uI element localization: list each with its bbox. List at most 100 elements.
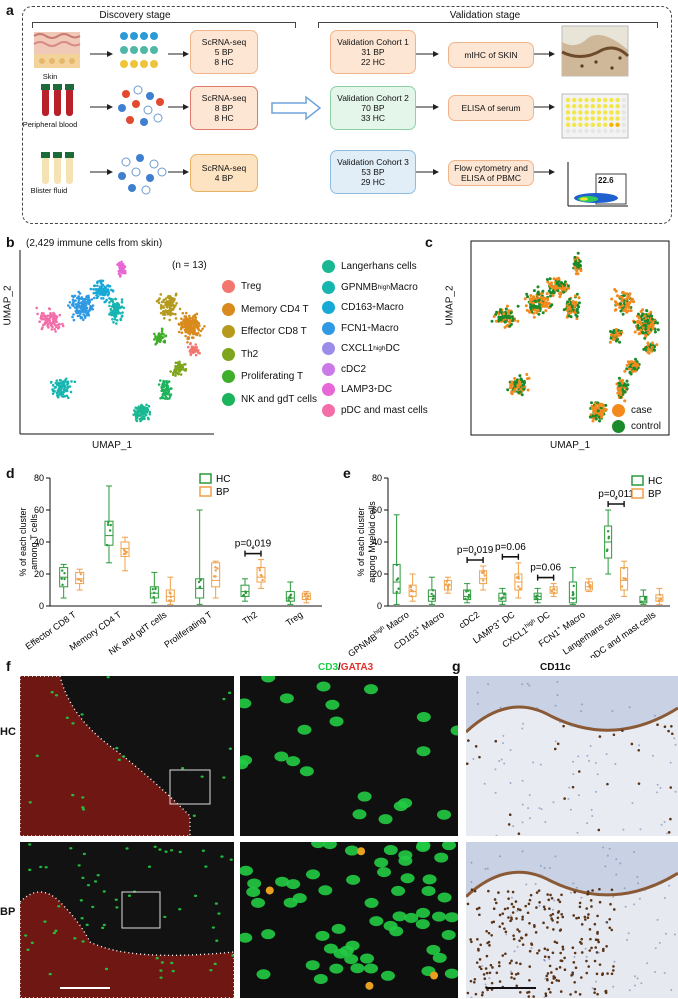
umap-point — [159, 379, 162, 382]
umap-point — [579, 264, 582, 268]
umap-point — [174, 374, 177, 377]
validation-cohort-2: Validation Cohort 2 70 BP 33 HC — [330, 86, 416, 130]
data-point — [260, 575, 264, 578]
data-point — [431, 589, 435, 592]
umap-point — [83, 306, 87, 309]
data-point — [605, 549, 609, 553]
umap-point — [179, 326, 183, 330]
umap-point — [546, 298, 550, 302]
row-label-hc: HC — [0, 726, 16, 738]
box — [104, 520, 114, 546]
umap-point — [141, 415, 145, 418]
umap-point — [184, 322, 187, 326]
legend-item: Treg — [222, 280, 261, 293]
umap-point — [617, 376, 621, 380]
umap-point — [630, 360, 634, 364]
umap-point — [51, 383, 55, 387]
if-zoom-hc — [240, 676, 458, 836]
umap-point — [543, 297, 547, 300]
umap-point — [636, 312, 640, 316]
skin-tissue-icon — [33, 32, 81, 68]
microscopy-title: CD3/GATA3 — [318, 662, 374, 673]
umap-point — [183, 315, 186, 318]
data-point — [467, 596, 470, 599]
umap-point — [614, 303, 618, 306]
umap-point — [157, 334, 160, 337]
umap-b-ylabel: UMAP_2 — [2, 285, 14, 326]
panel-label-g: g — [452, 658, 461, 674]
umap-point — [111, 300, 115, 304]
umap-point — [186, 331, 190, 335]
umap-point — [180, 321, 184, 324]
umap-point — [510, 382, 514, 385]
umap-point — [162, 393, 165, 396]
umap-point — [203, 325, 206, 328]
umap-point — [58, 386, 62, 390]
umap-point — [642, 347, 646, 351]
umap-point — [632, 300, 636, 304]
sig-star: * — [251, 545, 255, 555]
umap-point — [41, 326, 44, 329]
umap-point — [56, 389, 60, 392]
umap-point — [164, 387, 168, 391]
data-point — [258, 566, 261, 570]
umap-point — [178, 307, 182, 311]
legend-swatch — [631, 488, 644, 499]
umap-point — [184, 334, 187, 338]
umap-point — [59, 379, 63, 382]
y-tick-label: 20 — [34, 569, 44, 579]
legend-label: BP — [216, 487, 230, 498]
umap-point — [167, 380, 171, 383]
umap-point — [143, 406, 147, 409]
cd3-title: CD3 — [318, 662, 339, 673]
data-point — [515, 576, 519, 579]
umap-point — [566, 300, 570, 304]
umap-point — [524, 304, 528, 308]
umap-b-n: (n = 13) — [172, 260, 207, 271]
umap-point — [567, 314, 571, 318]
data-point — [550, 590, 554, 593]
p-value-label: p=0.06 — [495, 542, 526, 553]
umap-point — [622, 384, 626, 387]
umap-point — [621, 304, 625, 308]
umap-point — [601, 404, 605, 408]
umap-point — [621, 291, 625, 294]
data-point — [500, 597, 503, 601]
data-point — [657, 599, 660, 603]
panel-label-c: c — [425, 234, 433, 250]
umap-point — [614, 308, 618, 312]
umap-point — [103, 286, 107, 290]
data-point — [518, 587, 522, 590]
umap-point — [548, 277, 552, 281]
umap-point — [195, 333, 199, 337]
umap-point — [647, 351, 651, 355]
umap-point — [596, 409, 600, 413]
umap-point — [646, 324, 650, 328]
data-point — [571, 591, 575, 594]
umap-point — [54, 330, 57, 333]
umap-point — [568, 307, 572, 311]
legend-item: Effector CD8 T — [222, 325, 307, 338]
data-point — [643, 596, 647, 600]
data-point — [588, 584, 591, 587]
umap-point — [109, 313, 112, 316]
umap-point — [96, 280, 99, 283]
umap-point — [66, 380, 69, 384]
umap-point — [537, 312, 541, 316]
validation-stage-title: Validation stage — [449, 10, 521, 21]
umap-point — [644, 346, 648, 349]
umap-point — [167, 392, 170, 396]
umap-point — [499, 308, 502, 312]
row-label-bp: BP — [0, 906, 16, 918]
umap-point — [609, 333, 613, 337]
data-point — [106, 523, 110, 527]
umap-point — [198, 351, 201, 355]
data-point — [258, 569, 262, 572]
umap-point — [159, 293, 163, 296]
boxplot-myeloid-cells: 0 20 40 60 80 % of each clusteramong Myeloid … — [346, 473, 670, 658]
umap-point — [569, 311, 572, 315]
data-point — [587, 581, 590, 585]
umap-point — [120, 314, 124, 317]
umap-point — [640, 314, 644, 318]
umap-point — [111, 289, 115, 292]
